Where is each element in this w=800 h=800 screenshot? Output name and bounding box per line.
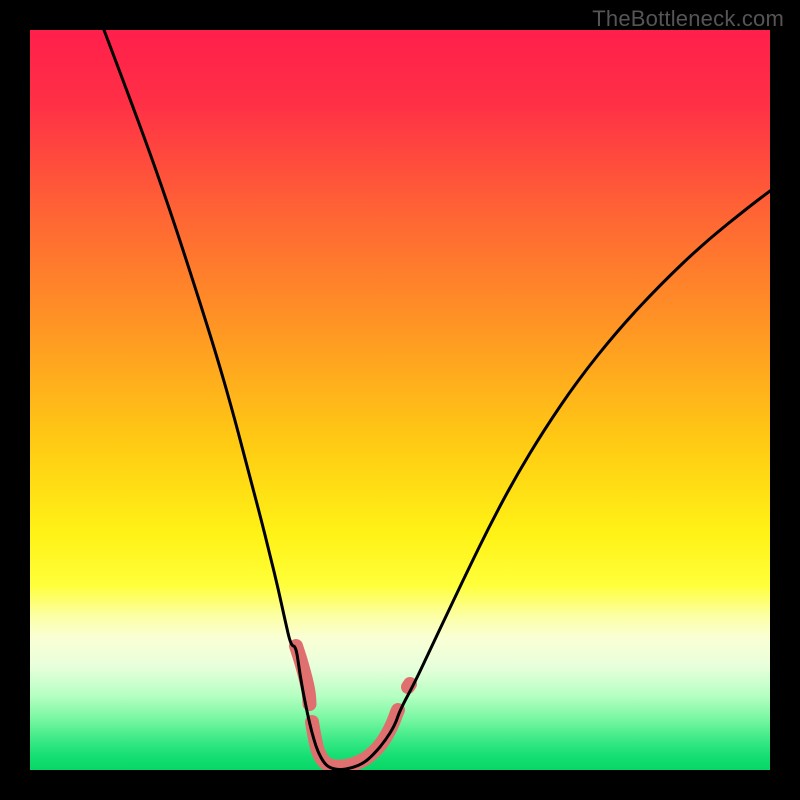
curve-layer <box>30 30 770 770</box>
watermark-text: TheBottleneck.com <box>592 6 784 32</box>
chart-frame: TheBottleneck.com <box>0 0 800 800</box>
plot-area <box>30 30 770 770</box>
marker-segment <box>408 684 410 687</box>
bottleneck-curve <box>104 30 770 770</box>
